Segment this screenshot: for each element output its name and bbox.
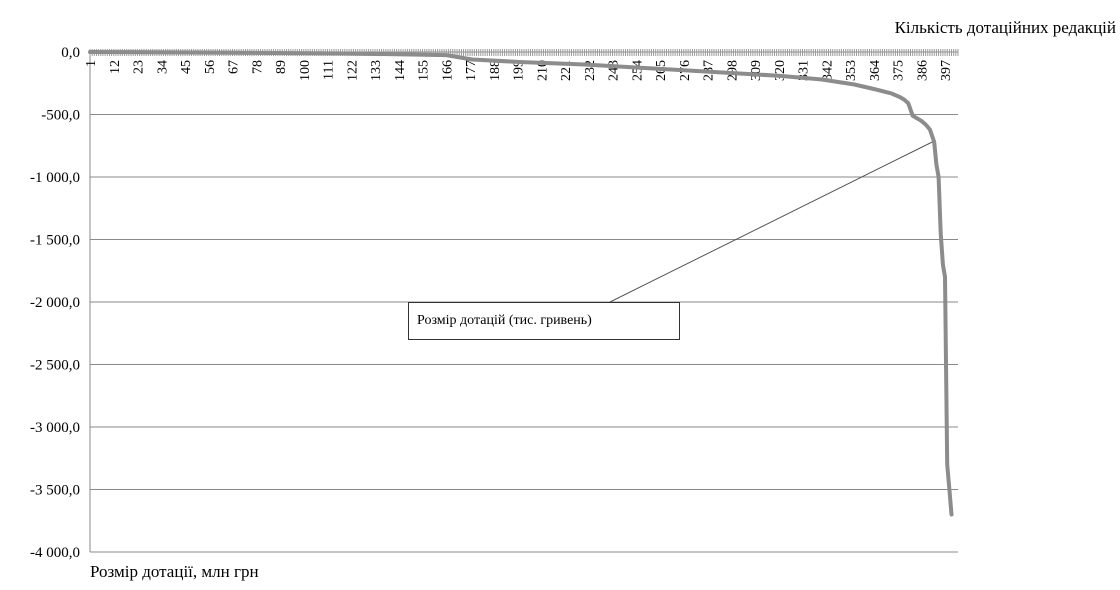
x-tick-label: 111 bbox=[322, 60, 337, 80]
y-tick-label: -4 000,0 bbox=[30, 545, 80, 561]
x-tick-label: 166 bbox=[440, 60, 455, 81]
x-tick-label: 177 bbox=[464, 60, 479, 81]
y-tick-label: -3 500,0 bbox=[30, 483, 80, 499]
y-tick-label: -2 000,0 bbox=[30, 295, 80, 311]
x-tick-label: 34 bbox=[155, 60, 170, 74]
x-tick-label: 78 bbox=[250, 60, 265, 74]
x-tick-label: 364 bbox=[868, 60, 883, 81]
x-axis-title: Кількість дотаційних редакцій bbox=[894, 18, 1116, 37]
x-tick-label: 188 bbox=[488, 60, 503, 81]
x-tick-label: 199 bbox=[512, 60, 527, 81]
x-tick-label: 45 bbox=[179, 60, 194, 74]
x-tick-label: 89 bbox=[274, 60, 289, 74]
x-tick-label: 210 bbox=[535, 60, 550, 81]
x-tick-label: 298 bbox=[725, 60, 740, 81]
y-tick-label: -3 000,0 bbox=[30, 420, 80, 436]
x-tick-label: 309 bbox=[749, 60, 764, 81]
x-tick-label: 342 bbox=[820, 60, 835, 81]
x-tick-label: 155 bbox=[417, 60, 432, 81]
x-tick-label: 353 bbox=[844, 60, 859, 81]
x-tick-label: 122 bbox=[345, 60, 360, 81]
x-tick-label: 12 bbox=[108, 60, 123, 74]
x-tick-label: 375 bbox=[892, 60, 907, 81]
y-tick-label: -500,0 bbox=[41, 108, 80, 124]
y-tick-label: -2 500,0 bbox=[30, 358, 80, 374]
x-tick-label: 397 bbox=[939, 60, 954, 81]
x-tick-label: 254 bbox=[630, 60, 645, 81]
y-axis-title: Розмір дотації, млн грн bbox=[90, 562, 259, 581]
series-annotation-box: Розмір дотацій (тис. гривень) bbox=[408, 302, 680, 340]
y-tick-label: -1 500,0 bbox=[30, 233, 80, 249]
y-tick-label: 0,0 bbox=[61, 45, 80, 61]
x-tick-label: 1 bbox=[84, 60, 99, 67]
x-tick-label: 386 bbox=[915, 60, 930, 81]
x-tick-label: 144 bbox=[393, 60, 408, 81]
x-tick-label: 100 bbox=[298, 60, 313, 81]
annotation-leader-line bbox=[609, 141, 933, 303]
x-tick-label: 67 bbox=[227, 60, 242, 74]
x-tick-label: 133 bbox=[369, 60, 384, 81]
x-tick-label: 56 bbox=[203, 60, 218, 74]
series-line bbox=[88, 50, 954, 517]
x-tick-label: 243 bbox=[607, 60, 622, 81]
y-tick-label: -1 000,0 bbox=[30, 170, 80, 186]
x-tick-label: 23 bbox=[132, 60, 147, 74]
